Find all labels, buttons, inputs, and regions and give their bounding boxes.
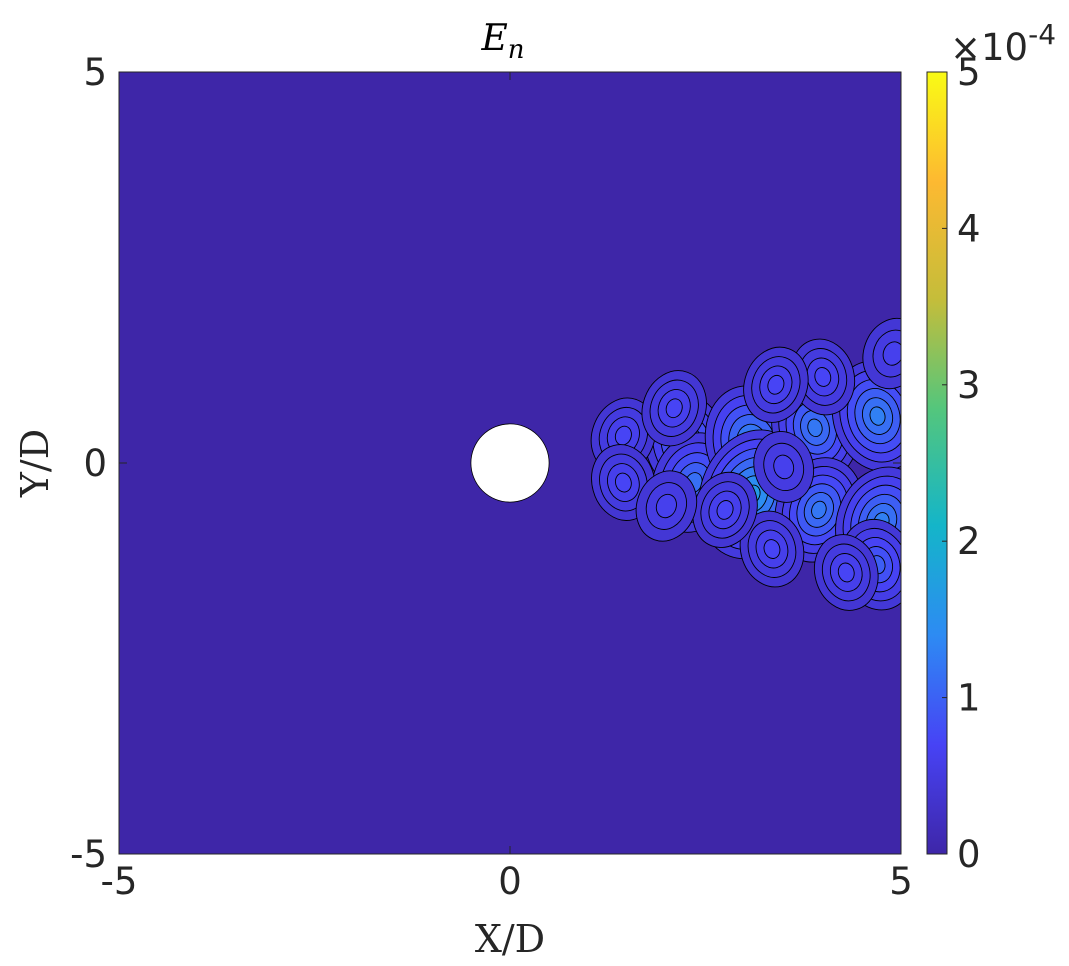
cylinder-obstacle — [470, 423, 550, 503]
colorbar-tick-label: 2 — [957, 520, 981, 563]
colorbar-ticks: 0 1 2 3 4 5 — [942, 51, 981, 876]
contour-level — [767, 374, 785, 395]
colorbar-multiplier: ×10-4 — [950, 18, 1056, 69]
y-axis-label: Y/D — [13, 429, 57, 498]
contour-level — [882, 341, 901, 366]
x-tick-label: 0 — [498, 860, 522, 903]
colorbar-tick-label: 0 — [957, 833, 981, 876]
contour-level — [811, 500, 827, 520]
colorbar-multiplier-exponent: -4 — [1028, 18, 1056, 51]
title-main: E — [480, 18, 507, 59]
colorbar-multiplier-base: ×10 — [950, 26, 1028, 69]
contour-level — [869, 406, 886, 426]
x-axis: -5 0 5 — [101, 72, 913, 903]
contour-level — [716, 500, 734, 520]
contour-blob — [692, 471, 758, 548]
y-tick-label: 5 — [83, 51, 107, 94]
contour-level — [773, 454, 795, 480]
contour-blob — [814, 534, 879, 611]
colorbar-gradient — [926, 71, 948, 855]
contour-blob — [831, 360, 901, 472]
contour-level — [814, 367, 832, 387]
contour-blob — [641, 370, 707, 447]
colorbar: 0 1 2 3 4 5 ×10-4 — [926, 18, 1056, 876]
colorbar-tick-label: 3 — [957, 364, 981, 407]
contour-blob — [790, 338, 856, 416]
x-axis-label: X/D — [475, 917, 545, 961]
x-tick-label: -5 — [101, 860, 138, 903]
contour-level — [763, 539, 781, 559]
x-tick-label: 5 — [889, 860, 913, 903]
y-tick-label: -5 — [70, 833, 107, 876]
contour-blob — [753, 431, 815, 503]
contour-level — [837, 562, 855, 583]
colorbar-tick-label: 1 — [957, 677, 981, 720]
chart-title: En — [480, 18, 524, 65]
contour-level — [655, 493, 677, 519]
y-axis: -5 0 5 — [70, 51, 901, 876]
contour-blob — [862, 317, 901, 390]
contour-level — [614, 472, 632, 493]
plot-area — [118, 71, 902, 855]
contour-level — [807, 418, 823, 438]
colorbar-tick-label: 5 — [957, 51, 981, 94]
contour-level — [665, 398, 683, 419]
contour-blob — [739, 510, 805, 588]
contour-blob — [743, 346, 809, 423]
y-tick-label: 0 — [83, 442, 107, 485]
colorbar-tick-label: 4 — [957, 207, 981, 250]
contour-layer — [590, 317, 901, 611]
title-subscript: n — [508, 35, 525, 65]
contour-blob — [635, 470, 698, 542]
